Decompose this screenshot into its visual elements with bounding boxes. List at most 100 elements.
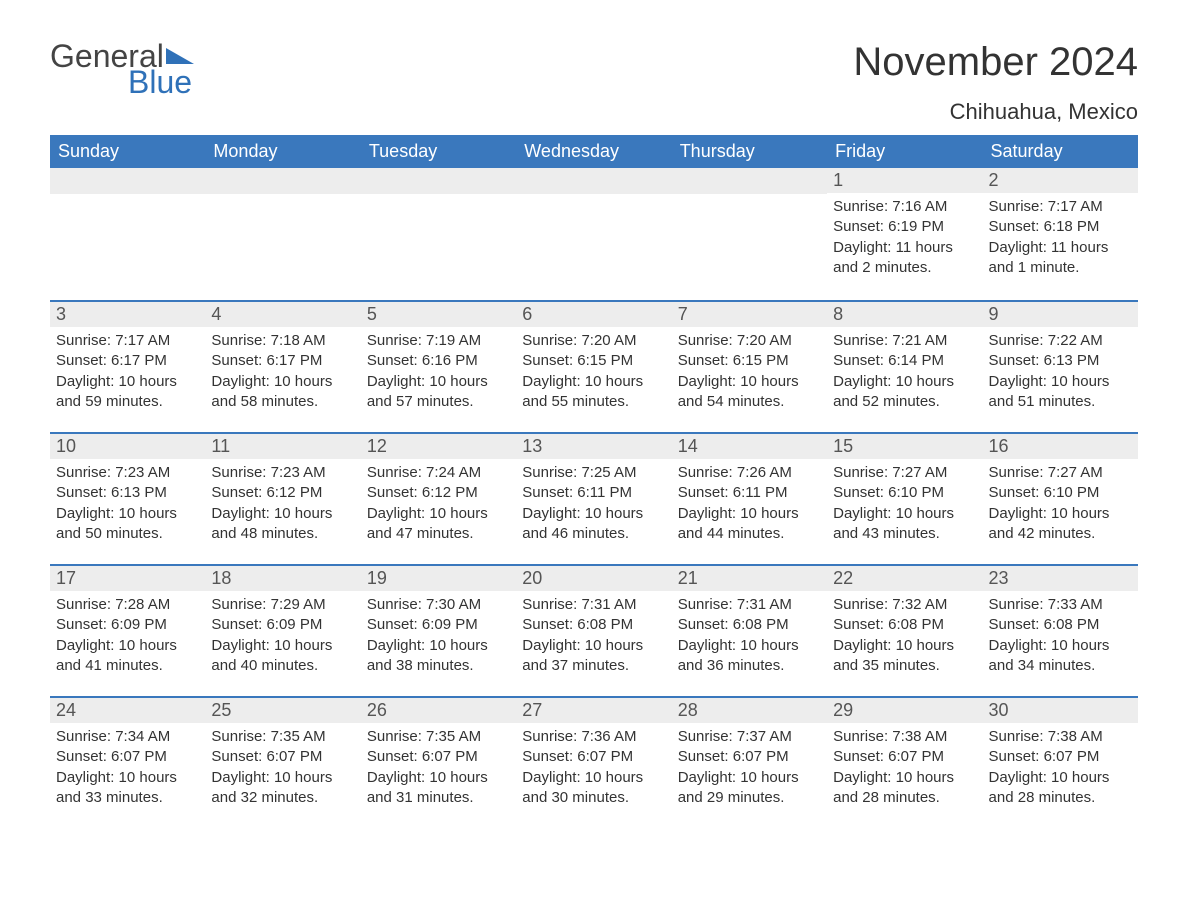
day-details: Sunrise: 7:36 AMSunset: 6:07 PMDaylight:… <box>516 723 671 814</box>
sunrise-text: Sunrise: 7:18 AM <box>211 331 354 351</box>
daylight-text: Daylight: 10 hours and 33 minutes. <box>56 768 199 809</box>
calendar-day-cell: 16Sunrise: 7:27 AMSunset: 6:10 PMDayligh… <box>983 432 1138 564</box>
weekday-header: Friday <box>827 135 982 168</box>
sunset-text: Sunset: 6:07 PM <box>833 747 976 767</box>
sunset-text: Sunset: 6:18 PM <box>989 217 1132 237</box>
day-number: 22 <box>827 564 982 591</box>
sunset-text: Sunset: 6:08 PM <box>989 615 1132 635</box>
calendar-day-cell <box>516 168 671 300</box>
day-number: 16 <box>983 432 1138 459</box>
day-number: 1 <box>827 168 982 193</box>
weekday-header-row: Sunday Monday Tuesday Wednesday Thursday… <box>50 135 1138 168</box>
day-number: 21 <box>672 564 827 591</box>
day-number: 25 <box>205 696 360 723</box>
sunset-text: Sunset: 6:09 PM <box>56 615 199 635</box>
sunrise-text: Sunrise: 7:31 AM <box>522 595 665 615</box>
calendar-day-cell <box>672 168 827 300</box>
calendar-day-cell: 9Sunrise: 7:22 AMSunset: 6:13 PMDaylight… <box>983 300 1138 432</box>
day-details: Sunrise: 7:18 AMSunset: 6:17 PMDaylight:… <box>205 327 360 418</box>
sunset-text: Sunset: 6:07 PM <box>56 747 199 767</box>
day-details: Sunrise: 7:23 AMSunset: 6:12 PMDaylight:… <box>205 459 360 550</box>
calendar-day-cell: 24Sunrise: 7:34 AMSunset: 6:07 PMDayligh… <box>50 696 205 828</box>
daylight-text: Daylight: 10 hours and 46 minutes. <box>522 504 665 545</box>
sunrise-text: Sunrise: 7:17 AM <box>56 331 199 351</box>
calendar-day-cell: 11Sunrise: 7:23 AMSunset: 6:12 PMDayligh… <box>205 432 360 564</box>
calendar-day-cell: 14Sunrise: 7:26 AMSunset: 6:11 PMDayligh… <box>672 432 827 564</box>
calendar-day-cell: 25Sunrise: 7:35 AMSunset: 6:07 PMDayligh… <box>205 696 360 828</box>
calendar-day-cell: 5Sunrise: 7:19 AMSunset: 6:16 PMDaylight… <box>361 300 516 432</box>
weekday-header: Wednesday <box>516 135 671 168</box>
day-number: 29 <box>827 696 982 723</box>
day-number: 24 <box>50 696 205 723</box>
daylight-text: Daylight: 10 hours and 35 minutes. <box>833 636 976 677</box>
calendar-day-cell: 30Sunrise: 7:38 AMSunset: 6:07 PMDayligh… <box>983 696 1138 828</box>
weekday-header: Thursday <box>672 135 827 168</box>
calendar-day-cell <box>205 168 360 300</box>
sunrise-text: Sunrise: 7:20 AM <box>522 331 665 351</box>
calendar-day-cell: 26Sunrise: 7:35 AMSunset: 6:07 PMDayligh… <box>361 696 516 828</box>
sunrise-text: Sunrise: 7:37 AM <box>678 727 821 747</box>
daylight-text: Daylight: 10 hours and 48 minutes. <box>211 504 354 545</box>
calendar-day-cell: 18Sunrise: 7:29 AMSunset: 6:09 PMDayligh… <box>205 564 360 696</box>
weekday-header: Saturday <box>983 135 1138 168</box>
day-details: Sunrise: 7:32 AMSunset: 6:08 PMDaylight:… <box>827 591 982 682</box>
sunrise-text: Sunrise: 7:21 AM <box>833 331 976 351</box>
calendar-day-cell: 1Sunrise: 7:16 AMSunset: 6:19 PMDaylight… <box>827 168 982 300</box>
calendar-day-cell: 2Sunrise: 7:17 AMSunset: 6:18 PMDaylight… <box>983 168 1138 300</box>
sunrise-text: Sunrise: 7:27 AM <box>989 463 1132 483</box>
sunset-text: Sunset: 6:12 PM <box>211 483 354 503</box>
daylight-text: Daylight: 10 hours and 30 minutes. <box>522 768 665 809</box>
daylight-text: Daylight: 10 hours and 59 minutes. <box>56 372 199 413</box>
daylight-text: Daylight: 10 hours and 51 minutes. <box>989 372 1132 413</box>
day-number: 28 <box>672 696 827 723</box>
sunset-text: Sunset: 6:10 PM <box>833 483 976 503</box>
daylight-text: Daylight: 10 hours and 28 minutes. <box>989 768 1132 809</box>
day-details: Sunrise: 7:22 AMSunset: 6:13 PMDaylight:… <box>983 327 1138 418</box>
sunset-text: Sunset: 6:13 PM <box>56 483 199 503</box>
calendar-day-cell: 13Sunrise: 7:25 AMSunset: 6:11 PMDayligh… <box>516 432 671 564</box>
day-details: Sunrise: 7:26 AMSunset: 6:11 PMDaylight:… <box>672 459 827 550</box>
day-number: 27 <box>516 696 671 723</box>
sunset-text: Sunset: 6:08 PM <box>678 615 821 635</box>
calendar-week-row: 1Sunrise: 7:16 AMSunset: 6:19 PMDaylight… <box>50 168 1138 300</box>
daylight-text: Daylight: 10 hours and 40 minutes. <box>211 636 354 677</box>
calendar-day-cell: 8Sunrise: 7:21 AMSunset: 6:14 PMDaylight… <box>827 300 982 432</box>
daylight-text: Daylight: 11 hours and 2 minutes. <box>833 238 976 279</box>
day-number: 20 <box>516 564 671 591</box>
calendar-table: Sunday Monday Tuesday Wednesday Thursday… <box>50 135 1138 828</box>
day-number: 2 <box>983 168 1138 193</box>
day-number: 18 <box>205 564 360 591</box>
calendar-week-row: 3Sunrise: 7:17 AMSunset: 6:17 PMDaylight… <box>50 300 1138 432</box>
sunrise-text: Sunrise: 7:27 AM <box>833 463 976 483</box>
sunset-text: Sunset: 6:08 PM <box>833 615 976 635</box>
daylight-text: Daylight: 10 hours and 44 minutes. <box>678 504 821 545</box>
calendar-day-cell: 21Sunrise: 7:31 AMSunset: 6:08 PMDayligh… <box>672 564 827 696</box>
day-details: Sunrise: 7:31 AMSunset: 6:08 PMDaylight:… <box>516 591 671 682</box>
day-details: Sunrise: 7:24 AMSunset: 6:12 PMDaylight:… <box>361 459 516 550</box>
sunset-text: Sunset: 6:17 PM <box>211 351 354 371</box>
calendar-day-cell: 27Sunrise: 7:36 AMSunset: 6:07 PMDayligh… <box>516 696 671 828</box>
daylight-text: Daylight: 10 hours and 47 minutes. <box>367 504 510 545</box>
day-number: 26 <box>361 696 516 723</box>
page-title: November 2024 <box>853 40 1138 85</box>
sunset-text: Sunset: 6:09 PM <box>211 615 354 635</box>
day-details: Sunrise: 7:19 AMSunset: 6:16 PMDaylight:… <box>361 327 516 418</box>
day-details: Sunrise: 7:35 AMSunset: 6:07 PMDaylight:… <box>205 723 360 814</box>
sunrise-text: Sunrise: 7:22 AM <box>989 331 1132 351</box>
calendar-day-cell <box>50 168 205 300</box>
weekday-header: Sunday <box>50 135 205 168</box>
day-details: Sunrise: 7:35 AMSunset: 6:07 PMDaylight:… <box>361 723 516 814</box>
day-number: 15 <box>827 432 982 459</box>
daylight-text: Daylight: 10 hours and 43 minutes. <box>833 504 976 545</box>
calendar-day-cell: 7Sunrise: 7:20 AMSunset: 6:15 PMDaylight… <box>672 300 827 432</box>
day-number: 13 <box>516 432 671 459</box>
day-details: Sunrise: 7:16 AMSunset: 6:19 PMDaylight:… <box>827 193 982 284</box>
daylight-text: Daylight: 10 hours and 32 minutes. <box>211 768 354 809</box>
calendar-day-cell: 29Sunrise: 7:38 AMSunset: 6:07 PMDayligh… <box>827 696 982 828</box>
sunset-text: Sunset: 6:11 PM <box>522 483 665 503</box>
calendar-day-cell <box>361 168 516 300</box>
day-number: 6 <box>516 300 671 327</box>
calendar-day-cell: 6Sunrise: 7:20 AMSunset: 6:15 PMDaylight… <box>516 300 671 432</box>
calendar-day-cell: 10Sunrise: 7:23 AMSunset: 6:13 PMDayligh… <box>50 432 205 564</box>
day-details: Sunrise: 7:31 AMSunset: 6:08 PMDaylight:… <box>672 591 827 682</box>
